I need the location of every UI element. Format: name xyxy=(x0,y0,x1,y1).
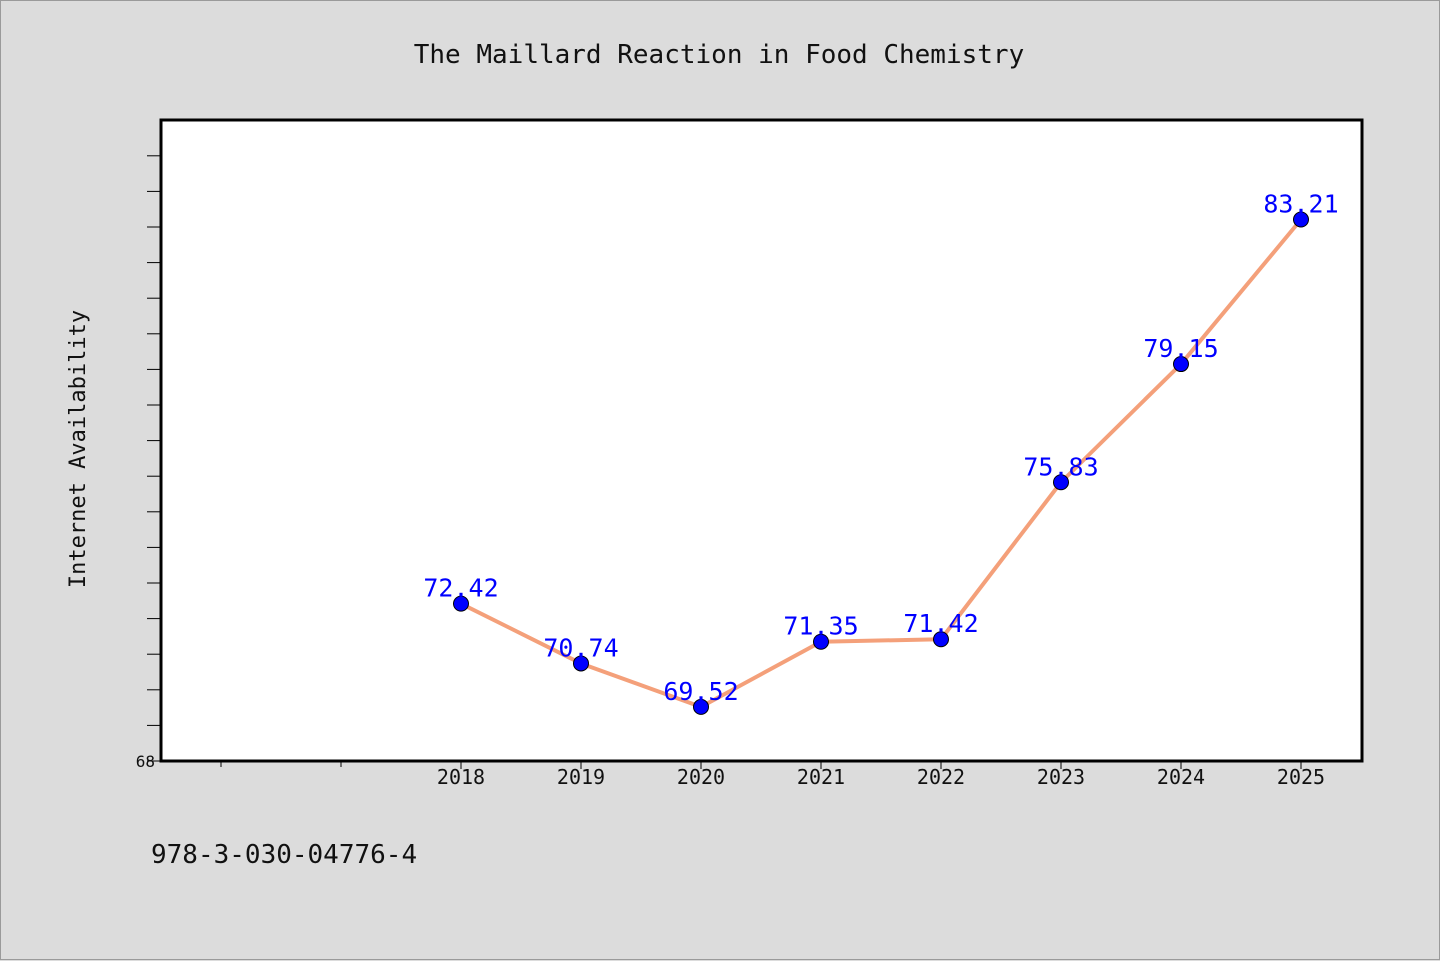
data-point xyxy=(933,631,949,648)
y-axis-ticks: 68 xyxy=(136,155,161,771)
series-group: 72.42 70.74 69.52 71.35 71.42 75.83 79.15 83.21 xyxy=(423,190,1339,715)
x-tick-label: 2018 xyxy=(437,765,485,789)
x-tick-label: 2024 xyxy=(1157,765,1205,789)
x-tick-label: 2022 xyxy=(917,765,965,789)
data-point xyxy=(453,595,469,612)
data-label: 75.83 xyxy=(1023,452,1098,481)
data-point xyxy=(1173,356,1189,373)
data-point xyxy=(693,698,709,715)
data-point xyxy=(573,655,589,672)
x-tick-label: 2020 xyxy=(677,765,725,789)
data-point xyxy=(1053,474,1069,491)
x-axis-ticks: 2018 2019 2020 2021 2022 2023 2024 2025 xyxy=(220,761,1325,789)
data-label: 71.42 xyxy=(903,609,978,638)
data-point xyxy=(813,633,829,650)
data-label: 72.42 xyxy=(423,574,498,603)
y-tick-label: 68 xyxy=(136,752,155,771)
isbn-footer: 978-3-030-04776-4 xyxy=(151,840,417,870)
chart-title: The Maillard Reaction in Food Chemistry xyxy=(414,40,1024,70)
x-tick-label: 2023 xyxy=(1037,765,1085,789)
data-label: 83.21 xyxy=(1263,190,1338,219)
x-tick-label: 2025 xyxy=(1277,765,1325,789)
x-tick-label: 2021 xyxy=(797,765,845,789)
y-axis-label: Internet Availability xyxy=(66,310,91,588)
data-label: 70.74 xyxy=(543,633,618,662)
data-label: 79.15 xyxy=(1143,334,1218,363)
series-line xyxy=(459,217,1303,709)
x-tick-label: 2019 xyxy=(557,765,605,789)
plot-area xyxy=(159,118,1364,763)
data-point xyxy=(1293,211,1309,228)
data-label: 69.52 xyxy=(663,677,738,706)
data-label: 71.35 xyxy=(783,612,858,641)
